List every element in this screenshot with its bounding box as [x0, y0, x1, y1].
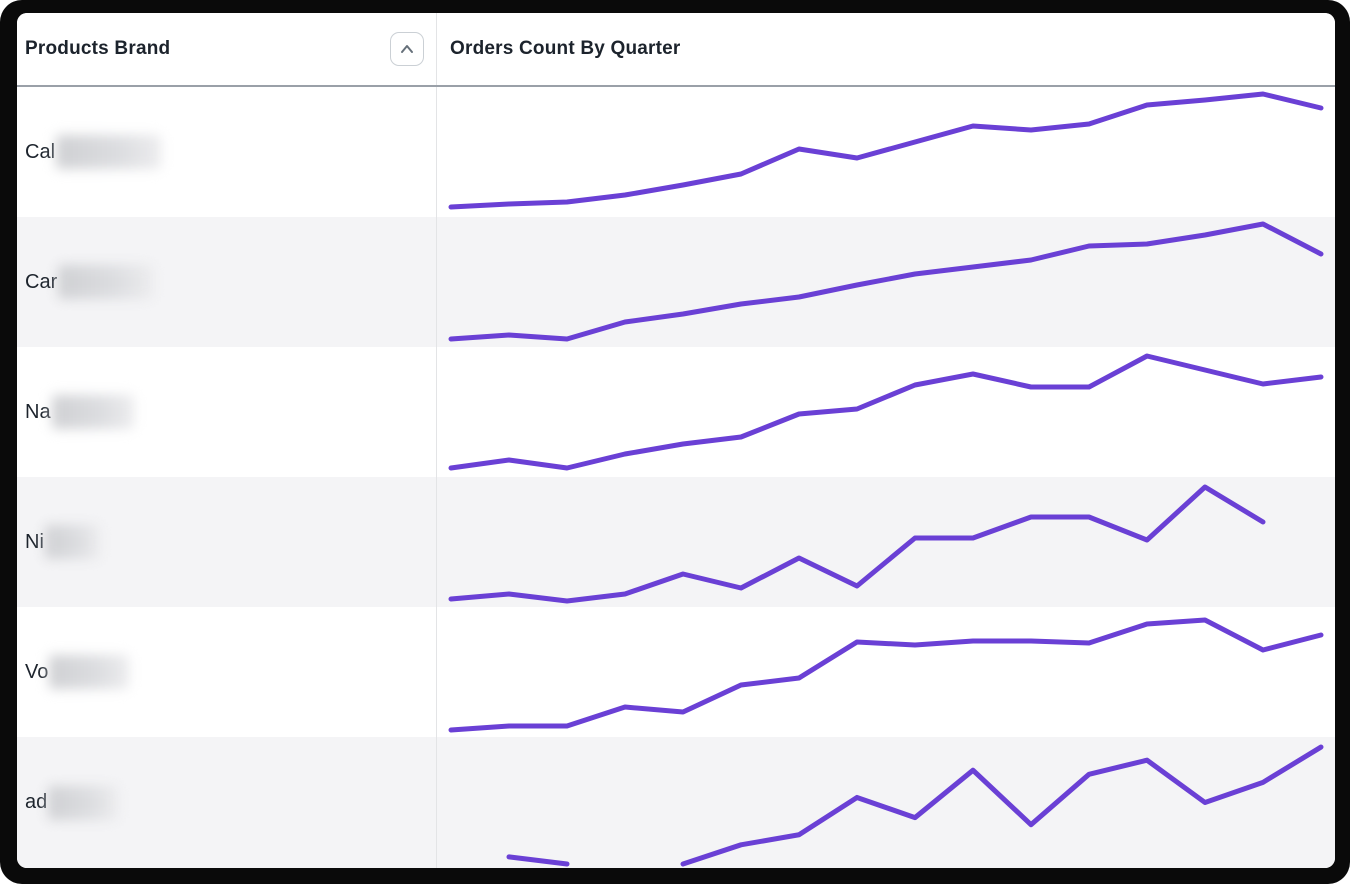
table-row: Na	[17, 347, 1335, 477]
brand-redacted-blur	[56, 135, 162, 169]
table-header: Products Brand Orders Count By Quarter	[17, 13, 1335, 87]
table-row: Car	[17, 217, 1335, 347]
sparkline-cell	[437, 347, 1335, 477]
sparkline-chart	[448, 617, 1324, 733]
sparkline-chart	[448, 221, 1324, 342]
table-row: Cal	[17, 87, 1335, 217]
sparkline-cell	[437, 217, 1335, 347]
table-row: ad	[17, 737, 1335, 868]
brand-redacted-blur	[48, 785, 119, 820]
brand-cell: ad	[17, 737, 437, 868]
sparkline-cell	[437, 477, 1335, 607]
chevron-up-icon	[397, 41, 417, 57]
brand-label: Cal	[25, 140, 56, 163]
brand-label: ad	[25, 791, 48, 813]
brand-cell: Ni	[17, 477, 437, 607]
brand-label: Ni	[25, 530, 44, 553]
brand-label: Vo	[25, 660, 49, 683]
sparkline-chart	[448, 484, 1266, 604]
brand-cell: Vo	[17, 607, 437, 737]
table-row: Ni	[17, 477, 1335, 607]
sparkline-chart	[448, 91, 1324, 210]
brand-cell: Na	[17, 347, 437, 477]
sparkline-cell	[437, 737, 1335, 868]
brand-cell: Car	[17, 217, 437, 347]
brand-redacted-blur	[51, 395, 134, 429]
sparkline-cell	[437, 87, 1335, 217]
sort-button[interactable]	[390, 32, 424, 66]
column-header-orders-count: Orders Count By Quarter	[450, 38, 681, 59]
header-cell-products-brand: Products Brand	[17, 13, 437, 85]
header-cell-orders-count: Orders Count By Quarter	[437, 13, 1335, 85]
brand-redacted-blur	[44, 525, 100, 559]
sparkline-cell	[437, 607, 1335, 737]
brand-label: Na	[25, 400, 51, 423]
table-panel: Products Brand Orders Count By Quarter C…	[17, 13, 1335, 868]
table-body: Cal Car Na Ni Vo	[17, 87, 1335, 868]
column-header-products-brand: Products Brand	[25, 38, 171, 59]
brand-label: Car	[25, 270, 58, 293]
sparkline-chart	[448, 353, 1324, 471]
brand-redacted-blur	[49, 655, 130, 689]
brand-redacted-blur	[58, 265, 154, 299]
sparkline-chart	[506, 744, 1324, 867]
brand-cell: Cal	[17, 87, 437, 217]
table-row: Vo	[17, 607, 1335, 737]
